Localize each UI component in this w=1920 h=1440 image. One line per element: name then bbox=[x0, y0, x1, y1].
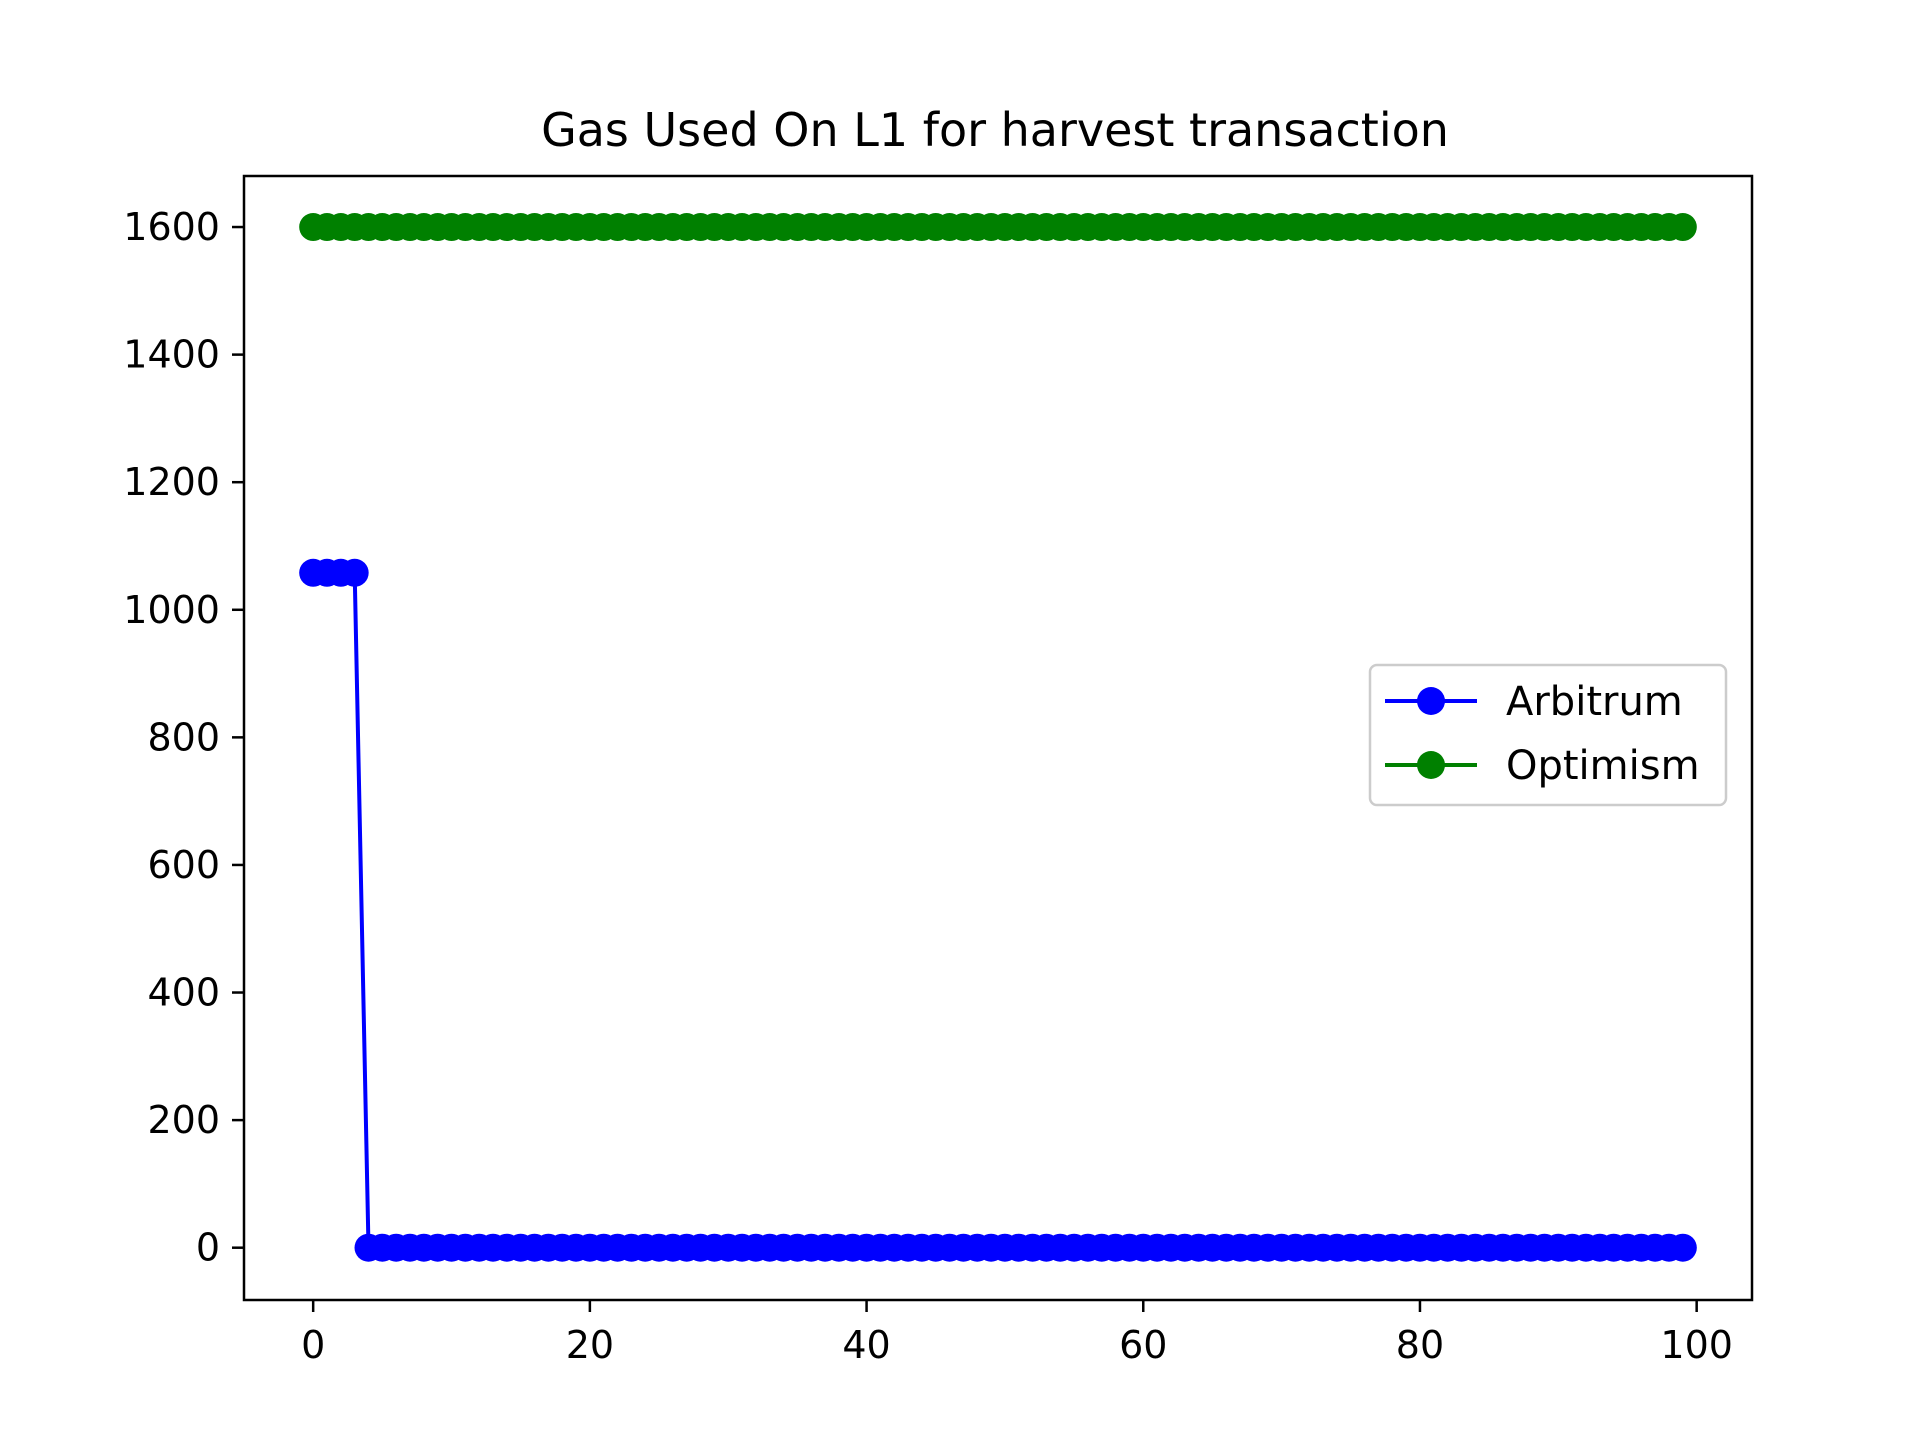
y-tick-label: 1000 bbox=[123, 588, 220, 632]
x-tick-label: 100 bbox=[1660, 1323, 1733, 1367]
y-tick-label: 1600 bbox=[123, 205, 220, 249]
y-tick-label: 400 bbox=[147, 971, 220, 1015]
x-tick-label: 20 bbox=[566, 1323, 614, 1367]
legend: Arbitrum Optimism bbox=[1368, 663, 1728, 807]
legend-item-arbitrum: Arbitrum bbox=[1385, 679, 1683, 725]
x-tick-label: 0 bbox=[301, 1323, 325, 1367]
x-tick-label: 40 bbox=[842, 1323, 890, 1367]
x-axis: 0 20 40 60 80 100 bbox=[301, 1300, 1733, 1367]
legend-marker-arbitrum bbox=[1417, 687, 1445, 715]
arbitrum-point bbox=[340, 558, 369, 587]
x-tick-label: 60 bbox=[1119, 1323, 1167, 1367]
series-arbitrum bbox=[299, 558, 1697, 1262]
series-optimism bbox=[299, 213, 1697, 242]
series-layer bbox=[299, 213, 1697, 1262]
legend-label-optimism: Optimism bbox=[1506, 743, 1700, 789]
y-tick-label: 1400 bbox=[123, 333, 220, 377]
optimism-point bbox=[1668, 213, 1697, 242]
arbitrum-point bbox=[1668, 1233, 1697, 1262]
y-tick-label: 800 bbox=[147, 715, 220, 759]
x-tick-label: 80 bbox=[1396, 1323, 1444, 1367]
legend-marker-optimism bbox=[1417, 751, 1445, 779]
chart-title: Gas Used On L1 for harvest transaction bbox=[541, 103, 1449, 157]
y-tick-label: 600 bbox=[147, 843, 220, 887]
y-tick-label: 1200 bbox=[123, 460, 220, 504]
legend-item-optimism: Optimism bbox=[1385, 743, 1700, 789]
legend-label-arbitrum: Arbitrum bbox=[1506, 679, 1683, 725]
y-axis: 0 200 400 600 800 1000 1200 1400 1600 bbox=[123, 205, 244, 1270]
y-tick-label: 200 bbox=[147, 1098, 220, 1142]
y-tick-label: 0 bbox=[196, 1226, 220, 1270]
